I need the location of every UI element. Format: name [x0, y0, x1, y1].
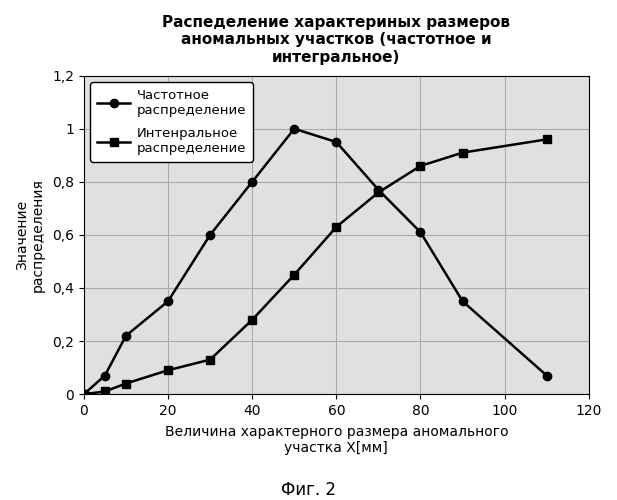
- Интенральное
распределение: [417, 163, 424, 169]
- Интенральное
распределение: [249, 317, 256, 323]
- Частотное
распределение: [375, 187, 382, 193]
- X-axis label: Величина характерного размера аномального
участка Х[мм]: Величина характерного размера аномальног…: [165, 425, 508, 455]
- Интенральное
распределение: [80, 391, 88, 397]
- Line: Частотное
распределение: Частотное распределение: [80, 124, 551, 398]
- Частотное
распределение: [122, 333, 130, 339]
- Интенральное
распределение: [164, 367, 172, 373]
- Интенральное
распределение: [459, 150, 466, 156]
- Интенральное
распределение: [122, 380, 130, 386]
- Text: Фиг. 2: Фиг. 2: [281, 481, 336, 499]
- Частотное
распределение: [249, 179, 256, 185]
- Частотное
распределение: [333, 139, 340, 145]
- Y-axis label: Значение
распределения: Значение распределения: [15, 178, 45, 292]
- Line: Интенральное
распределение: Интенральное распределение: [80, 135, 551, 398]
- Title: Распеделение характериных размеров
аномальных участков (частотное и
интегральное: Распеделение характериных размеров анома…: [162, 15, 510, 65]
- Частотное
распределение: [417, 230, 424, 235]
- Интенральное
распределение: [291, 272, 298, 278]
- Legend: Частотное
распределение, Интенральное
распределение: Частотное распределение, Интенральное ра…: [91, 82, 253, 162]
- Частотное
распределение: [80, 391, 88, 397]
- Частотное
распределение: [543, 372, 550, 378]
- Интенральное
распределение: [543, 136, 550, 142]
- Частотное
распределение: [291, 126, 298, 132]
- Частотное
распределение: [101, 372, 109, 378]
- Интенральное
распределение: [207, 356, 214, 362]
- Интенральное
распределение: [333, 224, 340, 230]
- Интенральное
распределение: [375, 190, 382, 196]
- Интенральное
распределение: [101, 388, 109, 394]
- Частотное
распределение: [164, 298, 172, 304]
- Частотное
распределение: [207, 232, 214, 238]
- Частотное
распределение: [459, 298, 466, 304]
